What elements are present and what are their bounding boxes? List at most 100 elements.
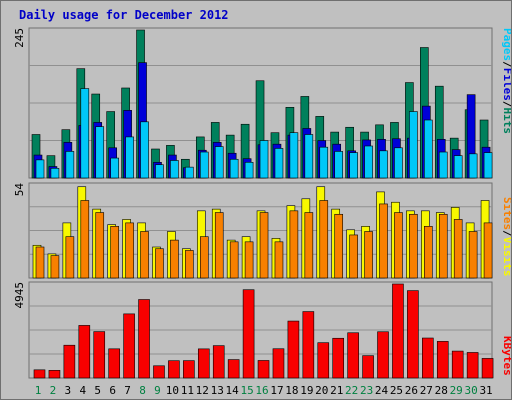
- bar-pages-day-21: [334, 151, 344, 179]
- bar-kbytes-day-9: [153, 365, 165, 379]
- bar-sites-day-3: [65, 236, 75, 279]
- panel-hits-files-pages: [28, 27, 493, 179]
- day-label-3: 3: [65, 384, 72, 397]
- day-label-25: 25: [390, 384, 403, 397]
- bar-pages-day-27: [424, 119, 433, 179]
- bar-sites-day-9: [155, 248, 164, 279]
- day-label-23: 23: [360, 384, 373, 397]
- bar-pages-day-16: [259, 140, 269, 179]
- bar-kbytes-day-24: [377, 331, 389, 379]
- day-label-13: 13: [211, 384, 224, 397]
- day-labels: 1 2 3 4 5 6 7 8 9 10 11 12 13 14 15 16 17 18 19 20 21 22 23 24 2…: [35, 384, 493, 397]
- bar-sites-day-5: [95, 212, 105, 279]
- bar-kbytes-day-2: [48, 370, 61, 379]
- day-label-9: 9: [154, 384, 161, 397]
- day-label-31: 31: [479, 384, 492, 397]
- bar-kbytes-day-23: [362, 355, 374, 379]
- kbytes-legend: KBytes: [501, 336, 511, 376]
- panel-visits-sites: [28, 182, 493, 279]
- day-label-30: 30: [465, 384, 478, 397]
- bar-sites-day-30: [468, 231, 478, 279]
- day-label-8: 8: [139, 384, 146, 397]
- day-label-29: 29: [450, 384, 463, 397]
- bar-pages-day-25: [394, 147, 403, 179]
- bar-pages-day-5: [95, 126, 105, 179]
- bar-kbytes-day-4: [78, 325, 91, 379]
- bar-pages-day-19: [304, 134, 314, 179]
- day-label-1: 1: [35, 384, 42, 397]
- bar-kbytes-day-31: [481, 358, 494, 379]
- bar-sites-day-22: [349, 234, 358, 279]
- legend-kbytes: KBytes: [501, 336, 511, 376]
- bar-sites-day-25: [394, 212, 403, 279]
- bar-kbytes-day-15: [242, 289, 255, 379]
- bar-pages-day-31: [483, 152, 493, 179]
- bar-sites-day-29: [453, 219, 463, 279]
- bar-pages-day-14: [229, 158, 239, 179]
- visits-y-tick: 54: [13, 183, 26, 197]
- panel-kbytes: [28, 281, 494, 379]
- bar-sites-day-11: [185, 250, 194, 279]
- bar-kbytes-day-20: [317, 342, 330, 379]
- bar-pages-day-23: [364, 145, 373, 179]
- day-label-24: 24: [375, 384, 389, 397]
- chart-panels: [28, 27, 494, 379]
- day-label-12: 12: [196, 384, 209, 397]
- bar-kbytes-day-22: [347, 332, 359, 379]
- legend-sep-3: /: [501, 230, 511, 237]
- bar-pages-day-3: [65, 151, 75, 179]
- day-label-10: 10: [166, 384, 179, 397]
- bar-sites-day-4: [80, 200, 90, 279]
- bar-pages-day-22: [349, 152, 358, 179]
- bar-kbytes-day-16: [257, 360, 270, 379]
- kbytes-y-tick: 4945: [13, 282, 26, 309]
- day-label-11: 11: [181, 384, 194, 397]
- day-label-6: 6: [109, 384, 116, 397]
- bar-sites-day-14: [229, 241, 239, 279]
- day-label-26: 26: [405, 384, 418, 397]
- bar-pages-day-6: [110, 157, 119, 179]
- day-label-4: 4: [79, 384, 86, 397]
- day-label-5: 5: [94, 384, 101, 397]
- legend-hits: Hits: [501, 108, 511, 135]
- day-label-7: 7: [124, 384, 131, 397]
- bar-pages-day-26: [409, 111, 418, 179]
- bar-kbytes-day-19: [302, 311, 315, 379]
- day-label-19: 19: [300, 384, 313, 397]
- bar-sites-day-21: [334, 213, 344, 279]
- bar-kbytes-day-29: [451, 350, 464, 379]
- legend-sep-2: /: [501, 101, 511, 108]
- day-label-2: 2: [50, 384, 57, 397]
- hits-legend: Pages/Files/Hits: [501, 28, 511, 134]
- legend-sites: Sites: [501, 197, 511, 230]
- bar-sites-day-12: [199, 236, 209, 279]
- day-label-17: 17: [270, 384, 283, 397]
- bar-sites-day-7: [125, 222, 134, 279]
- bar-kbytes-day-25: [392, 283, 404, 379]
- day-label-21: 21: [330, 384, 343, 397]
- legend-sep-1: /: [501, 61, 511, 68]
- bar-kbytes-day-3: [63, 344, 76, 379]
- bar-pages-day-15: [244, 161, 254, 179]
- bar-pages-day-28: [438, 151, 448, 179]
- bar-kbytes-day-12: [197, 348, 210, 379]
- bar-pages-day-17: [274, 148, 284, 179]
- bar-kbytes-day-18: [287, 320, 300, 379]
- bar-sites-day-24: [379, 203, 388, 279]
- bar-kbytes-day-21: [332, 337, 345, 379]
- bar-pages-day-9: [155, 164, 164, 179]
- bar-kbytes-day-28: [436, 341, 449, 379]
- bar-pages-day-30: [468, 153, 478, 179]
- bar-pages-day-1: [35, 159, 45, 179]
- bar-pages-day-10: [170, 160, 179, 179]
- bar-sites-day-31: [483, 222, 493, 279]
- bar-kbytes-day-30: [466, 352, 479, 379]
- bar-sites-day-1: [35, 246, 45, 279]
- bar-pages-day-2: [50, 168, 60, 179]
- bar-sites-day-8: [140, 231, 149, 279]
- bar-sites-day-19: [304, 212, 314, 279]
- bar-kbytes-day-26: [407, 290, 419, 379]
- bar-sites-day-13: [214, 212, 224, 279]
